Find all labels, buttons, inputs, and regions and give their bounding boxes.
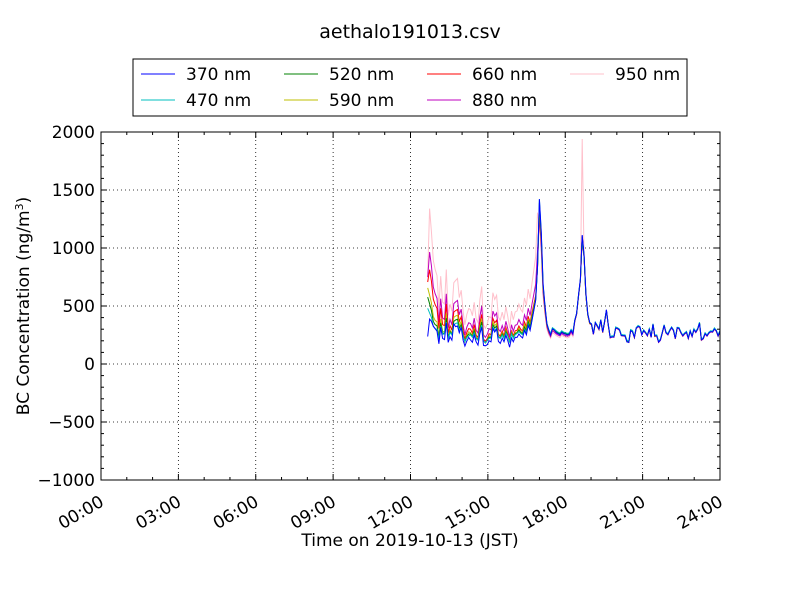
y-axis-label-superscript: 3: [13, 203, 26, 210]
y-axis-label-end: ): [14, 197, 34, 204]
y-tick-label: 1500: [52, 181, 95, 201]
legend-label: 470 nm: [186, 91, 251, 111]
x-axis-label: Time on 2019-10-13 (JST): [300, 531, 518, 551]
chart-title: aethalo191013.csv: [319, 21, 501, 43]
legend-frame: [132, 58, 688, 117]
axis-ticks: [100, 131, 721, 481]
y-tick-labels: −1000 −500 0 500 1000 1500 2000: [37, 123, 95, 491]
series-line-370-nm: [427, 199, 721, 348]
series-layer: [427, 138, 721, 348]
legend-label: 370 nm: [186, 65, 251, 85]
y-axis-label: BC Concentration (ng/m3): [13, 197, 35, 415]
y-axis-label-main: BC Concentration (ng/m: [14, 210, 34, 415]
legend-label: 950 nm: [615, 65, 680, 85]
legend-label: 660 nm: [472, 65, 537, 85]
y-tick-label: 2000: [52, 123, 95, 143]
y-tick-label: 1000: [52, 239, 95, 259]
legend-label: 880 nm: [472, 91, 537, 111]
legend: 370 nm 470 nm 520 nm 590 nm 660 nm 880 nm 950 …: [132, 58, 688, 117]
legend-label: 520 nm: [329, 65, 394, 85]
legend-label: 590 nm: [329, 91, 394, 111]
y-tick-label: −500: [48, 413, 95, 433]
y-tick-label: −1000: [37, 471, 95, 491]
y-tick-label: 500: [63, 297, 95, 317]
y-tick-label: 0: [84, 355, 95, 375]
